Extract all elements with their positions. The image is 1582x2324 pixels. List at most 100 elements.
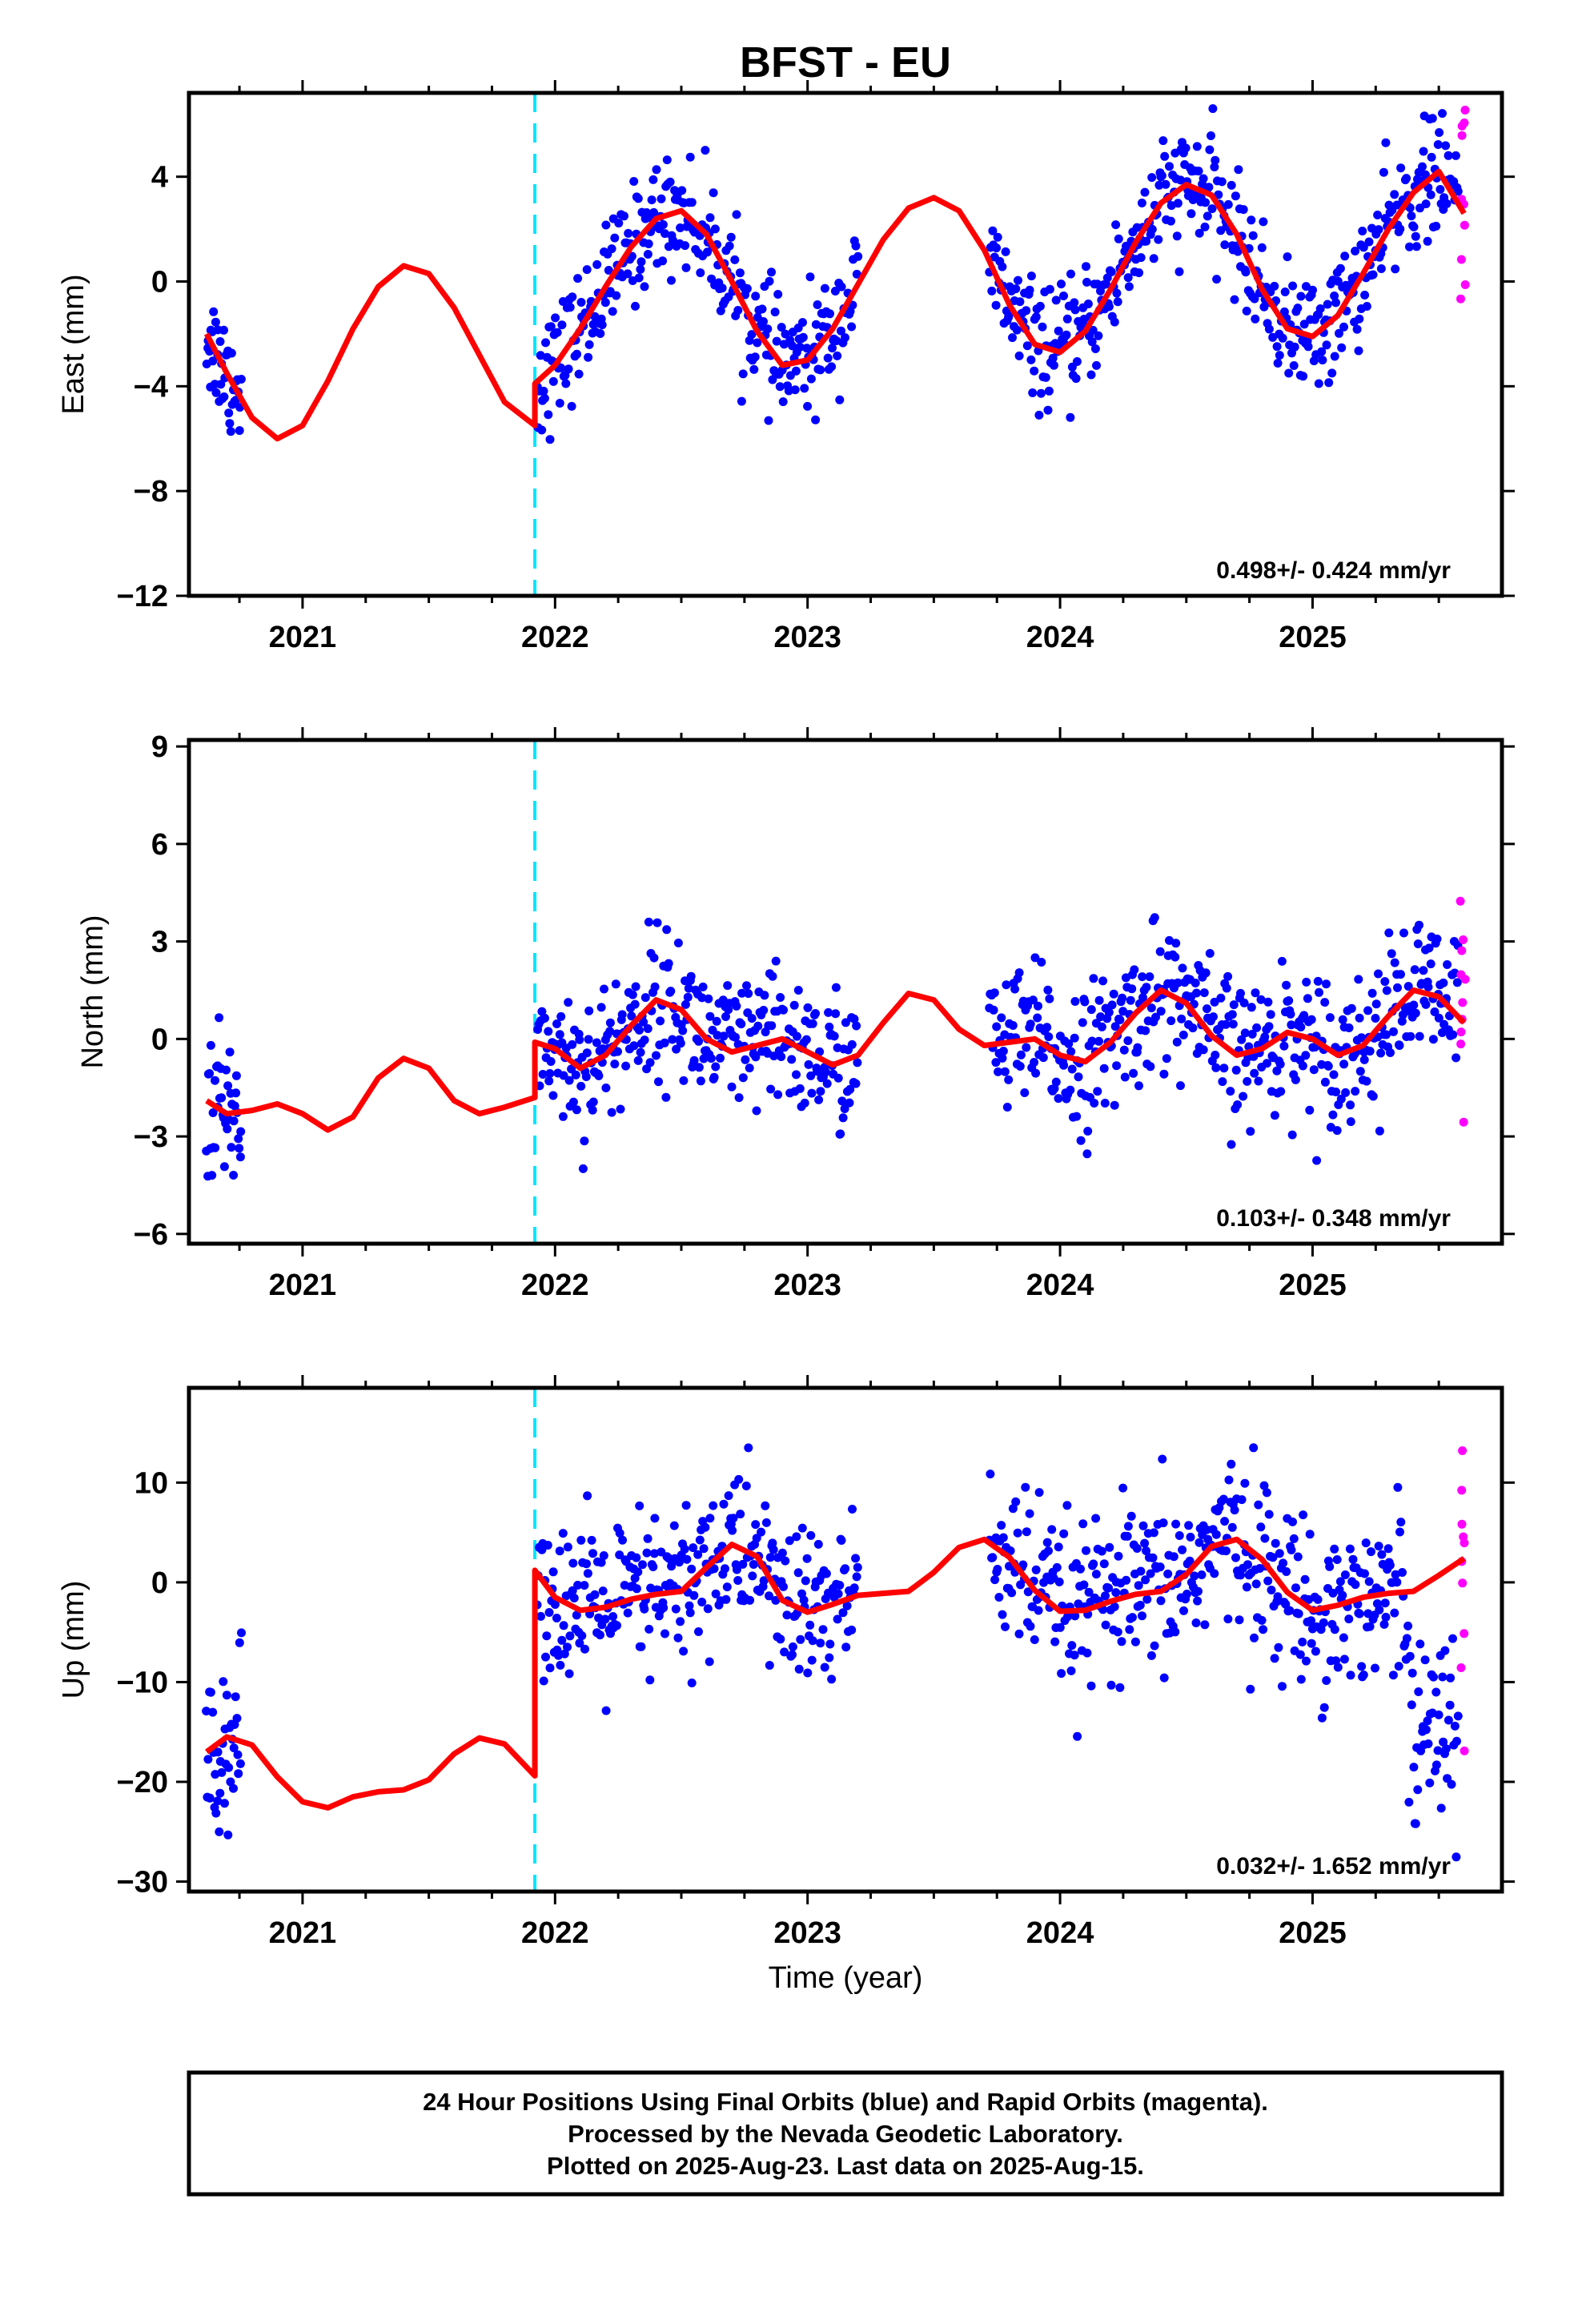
final-orbit-point <box>1166 216 1175 226</box>
final-orbit-point <box>1286 1009 1295 1019</box>
final-orbit-point <box>1391 1570 1400 1579</box>
final-orbit-point <box>1070 298 1079 308</box>
final-orbit-point <box>556 1660 565 1670</box>
final-orbit-point <box>1407 1668 1417 1678</box>
final-orbit-point <box>998 262 1007 271</box>
final-orbit-point <box>1420 1655 1430 1665</box>
final-orbit-point <box>666 987 676 996</box>
final-orbit-point <box>597 320 607 330</box>
final-orbit-point <box>701 1522 710 1532</box>
final-orbit-point <box>1150 1641 1159 1651</box>
final-orbit-point <box>1402 174 1411 183</box>
final-orbit-point <box>689 1543 698 1553</box>
final-orbit-point <box>1325 1562 1335 1571</box>
final-orbit-point <box>816 1638 825 1648</box>
final-orbit-point <box>1354 975 1363 984</box>
final-orbit-point <box>1405 242 1414 251</box>
final-orbit-point <box>1293 304 1303 313</box>
final-orbit-point <box>1128 1613 1137 1622</box>
final-orbit-point <box>709 1072 719 1082</box>
final-orbit-point <box>600 984 608 994</box>
final-orbit-point <box>1272 1066 1282 1076</box>
rapid-orbit-point <box>1460 220 1469 230</box>
final-orbit-point <box>993 232 1002 242</box>
final-orbit-point <box>998 1053 1007 1063</box>
final-orbit-point <box>679 1076 689 1085</box>
final-orbit-point <box>1186 1532 1195 1542</box>
final-orbit-point <box>1313 976 1323 986</box>
final-orbit-point <box>1256 995 1266 1004</box>
final-orbit-point <box>681 999 690 1009</box>
rapid-orbit-point <box>1458 1578 1468 1588</box>
final-orbit-point <box>1290 342 1299 352</box>
final-orbit-point <box>814 1095 824 1104</box>
final-orbit-point <box>560 1649 569 1659</box>
final-orbit-point <box>1247 215 1256 225</box>
rapid-orbit-point <box>1456 1039 1466 1049</box>
final-orbit-point <box>1210 163 1219 171</box>
final-orbit-point <box>803 1668 813 1678</box>
final-orbit-point <box>1291 1075 1300 1084</box>
final-orbit-point <box>1241 267 1251 277</box>
final-orbit-point <box>1387 949 1396 959</box>
final-orbit-point <box>1145 972 1154 982</box>
final-orbit-point <box>658 256 668 266</box>
final-orbit-point <box>770 308 780 317</box>
final-orbit-point <box>1043 985 1053 995</box>
final-orbit-point <box>225 1047 235 1057</box>
final-orbit-point <box>852 269 861 279</box>
final-orbit-point <box>685 1601 694 1610</box>
final-orbit-point <box>1365 1047 1375 1056</box>
final-orbit-point <box>1382 1030 1391 1039</box>
final-orbit-point <box>1133 1043 1142 1052</box>
final-orbit-point <box>1170 1627 1180 1637</box>
final-orbit-point <box>640 1604 649 1614</box>
final-orbit-point <box>545 1663 555 1673</box>
final-orbit-point <box>1264 324 1274 334</box>
final-orbit-point <box>1341 1088 1351 1097</box>
final-orbit-point <box>1270 1111 1279 1120</box>
final-orbit-point <box>723 981 733 991</box>
final-orbit-point <box>835 395 845 404</box>
final-orbit-point <box>853 1562 862 1572</box>
final-orbit-point <box>1277 956 1287 966</box>
final-orbit-point <box>211 388 221 397</box>
final-orbit-point <box>841 1564 850 1574</box>
final-orbit-point <box>1066 1047 1076 1056</box>
final-orbit-point <box>807 1655 817 1665</box>
final-orbit-point <box>600 1614 610 1624</box>
final-orbit-point <box>1191 1618 1201 1627</box>
final-orbit-point <box>594 1613 604 1622</box>
final-orbit-point <box>787 1055 797 1064</box>
final-orbit-point <box>793 1031 801 1041</box>
final-orbit-point <box>801 1035 811 1044</box>
final-orbit-point <box>667 275 676 285</box>
final-orbit-point <box>798 332 808 342</box>
final-orbit-point <box>705 1011 715 1021</box>
final-orbit-point <box>215 1013 224 1023</box>
final-orbit-point <box>1315 987 1323 997</box>
final-orbit-point <box>211 1808 221 1818</box>
final-orbit-point <box>664 242 673 251</box>
final-orbit-point <box>572 1610 581 1620</box>
panels: 2021 2022 2023 2024 2025 −12 −8 −4 0 4 East (mm) 0.… <box>57 80 1515 1950</box>
final-orbit-point <box>592 1038 601 1047</box>
final-orbit-point <box>1239 1092 1248 1101</box>
final-orbit-point <box>640 1035 649 1045</box>
final-orbit-point <box>796 1634 805 1644</box>
x-tick-label: 2025 <box>1279 1916 1347 1950</box>
final-orbit-point <box>224 408 234 418</box>
final-orbit-point <box>1229 1000 1239 1010</box>
final-orbit-point <box>1082 262 1090 271</box>
final-orbit-point <box>835 1581 845 1590</box>
final-orbit-point <box>734 1474 744 1484</box>
final-orbit-point <box>231 1088 241 1098</box>
final-orbit-point <box>1082 277 1091 287</box>
final-orbit-point <box>686 971 696 981</box>
final-orbit-point <box>1026 355 1036 364</box>
final-orbit-point <box>1172 1037 1182 1047</box>
final-orbit-point <box>1171 939 1181 948</box>
final-orbit-point <box>1445 1700 1455 1710</box>
x-tick-label: 2025 <box>1279 1269 1347 1302</box>
final-orbit-point <box>1136 1566 1146 1576</box>
